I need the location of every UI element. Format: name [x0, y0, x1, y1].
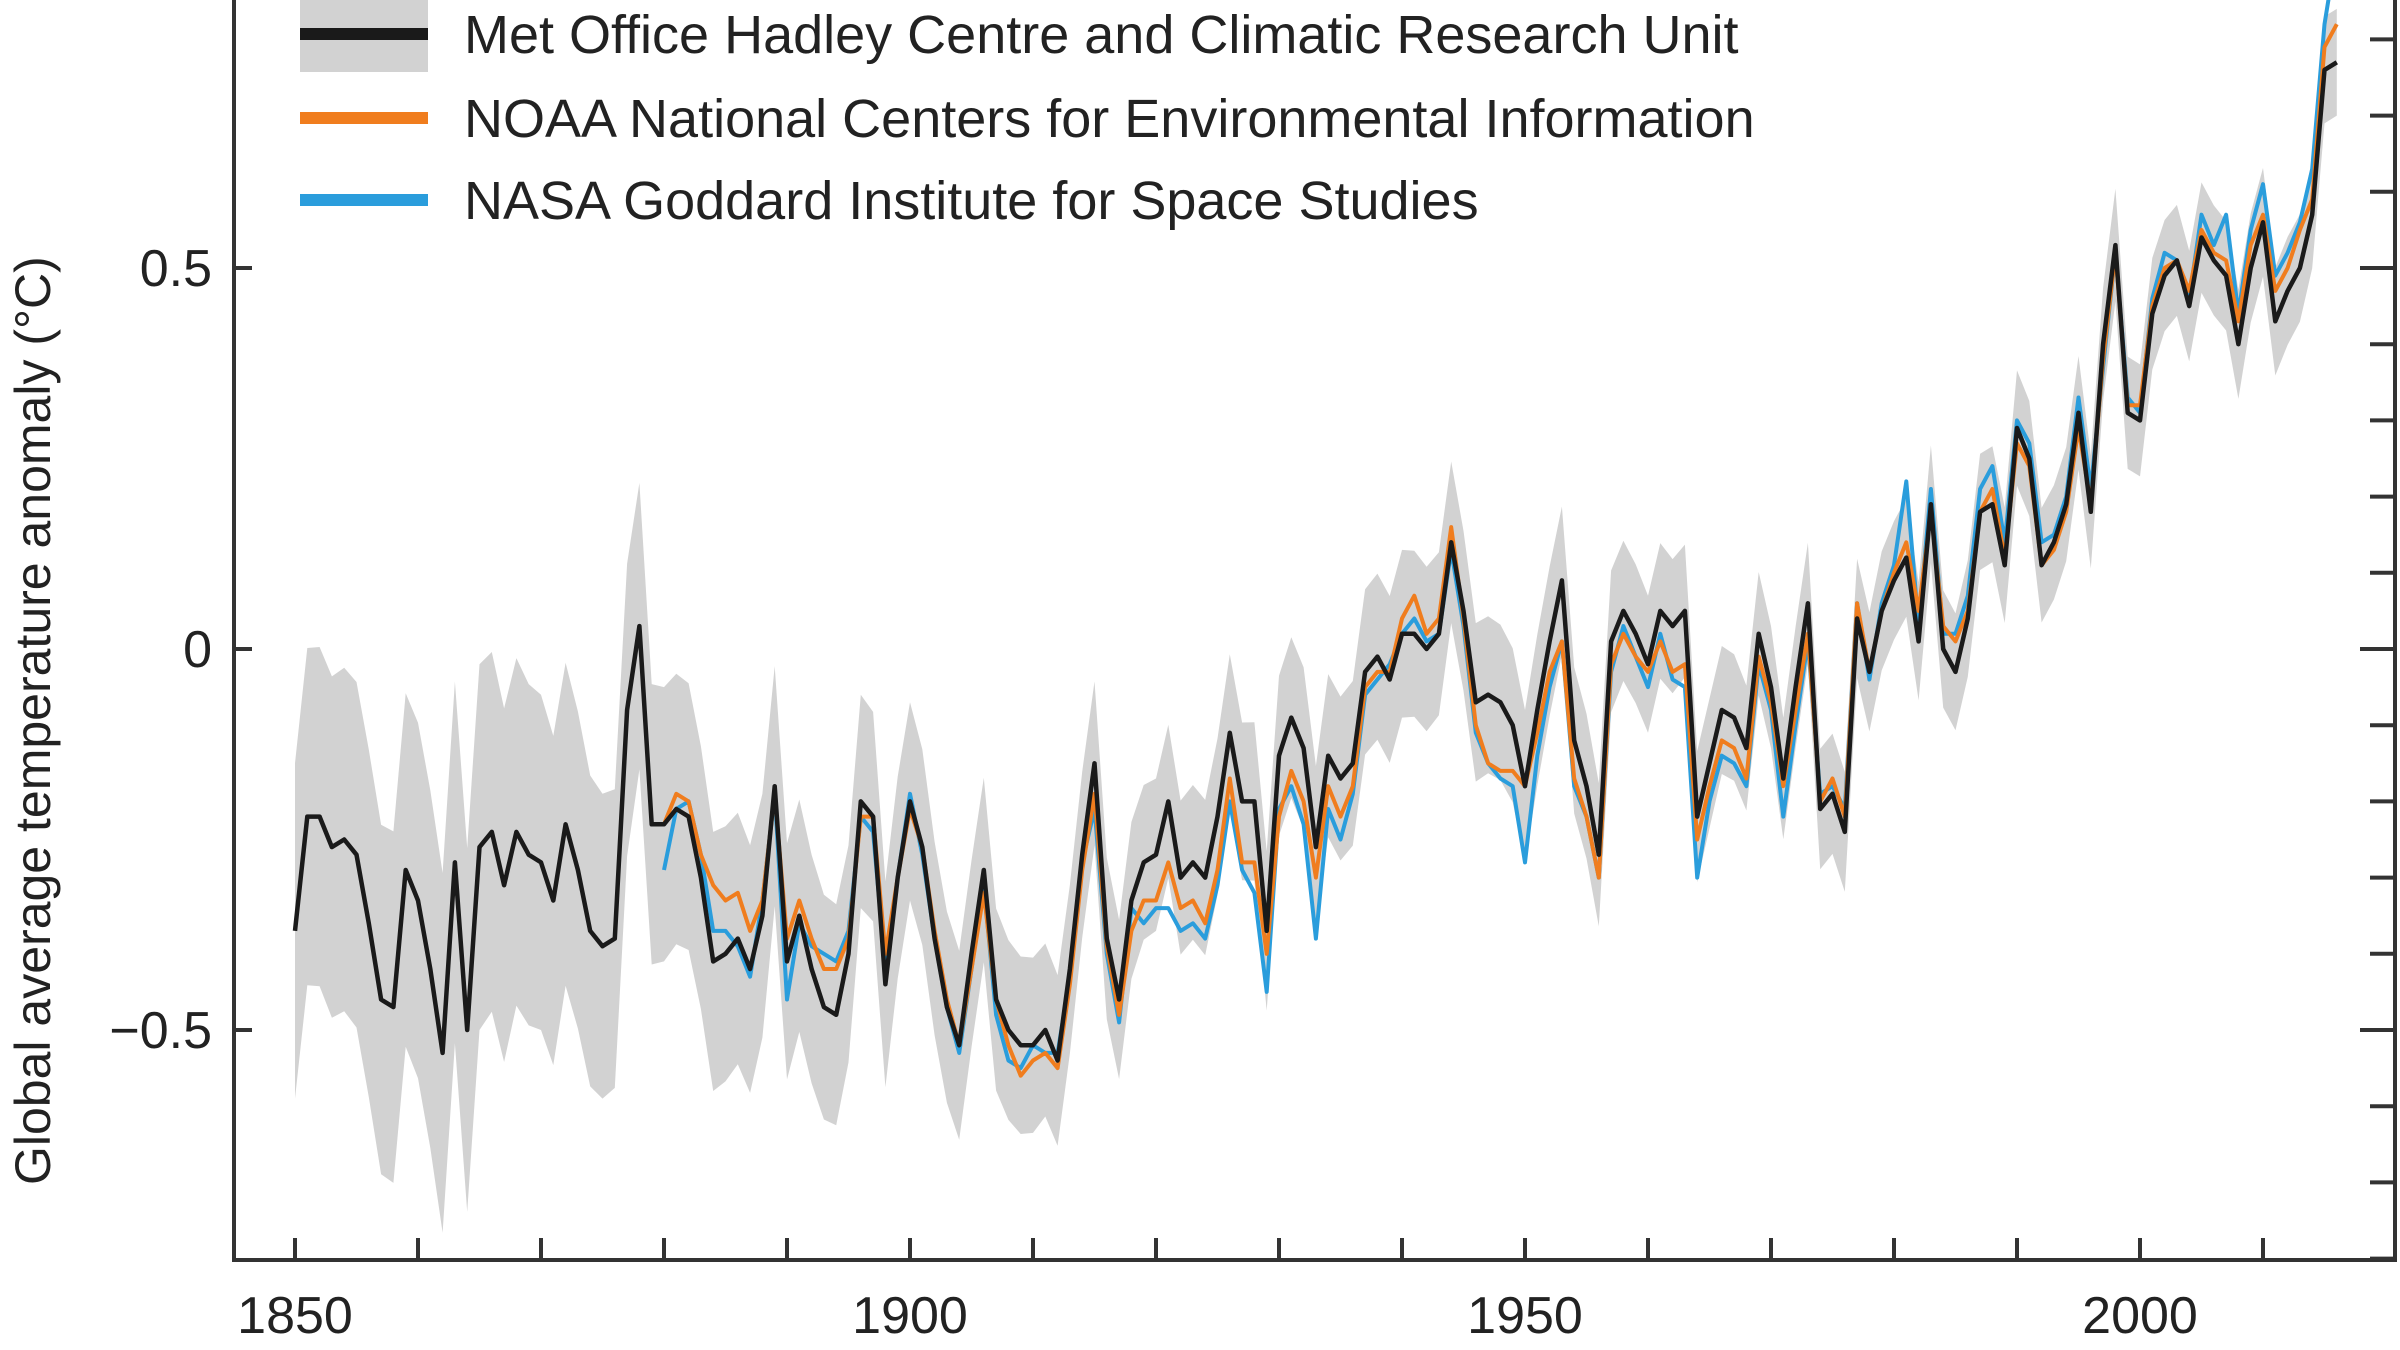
- x-tick-label: 1850: [237, 1287, 353, 1345]
- y-tick-label: 0.5: [140, 240, 212, 298]
- y-axis-title: Global average temperature anomaly (°C): [5, 256, 61, 1185]
- x-tick-label: 1900: [852, 1287, 968, 1345]
- series-line-met-office-hadley-centre: [292, 60, 2338, 1063]
- x-tick-label: 2000: [2082, 1287, 2198, 1345]
- uncertainty-band-layer: [295, 8, 2337, 1233]
- uncertainty-band: [295, 8, 2337, 1233]
- legend-label-nasa: NASA Goddard Institute for Space Studies: [464, 171, 1479, 231]
- axes: [232, 0, 2397, 1262]
- legend-label-hadcrut: Met Office Hadley Centre and Climatic Re…: [464, 5, 1739, 65]
- series-layer: [292, 0, 2339, 1078]
- y-tick-label: 0: [183, 621, 212, 679]
- x-tick-label: 1950: [1467, 1287, 1583, 1345]
- legend: Met Office Hadley Centre and Climatic Re…: [300, 0, 1755, 231]
- y-tick-label: −0.5: [109, 1002, 212, 1060]
- ticks: 1850 1900 1950 2000 0.5 0 −0.5: [109, 37, 2395, 1345]
- legend-label-noaa: NOAA National Centers for Environmental …: [464, 89, 1755, 149]
